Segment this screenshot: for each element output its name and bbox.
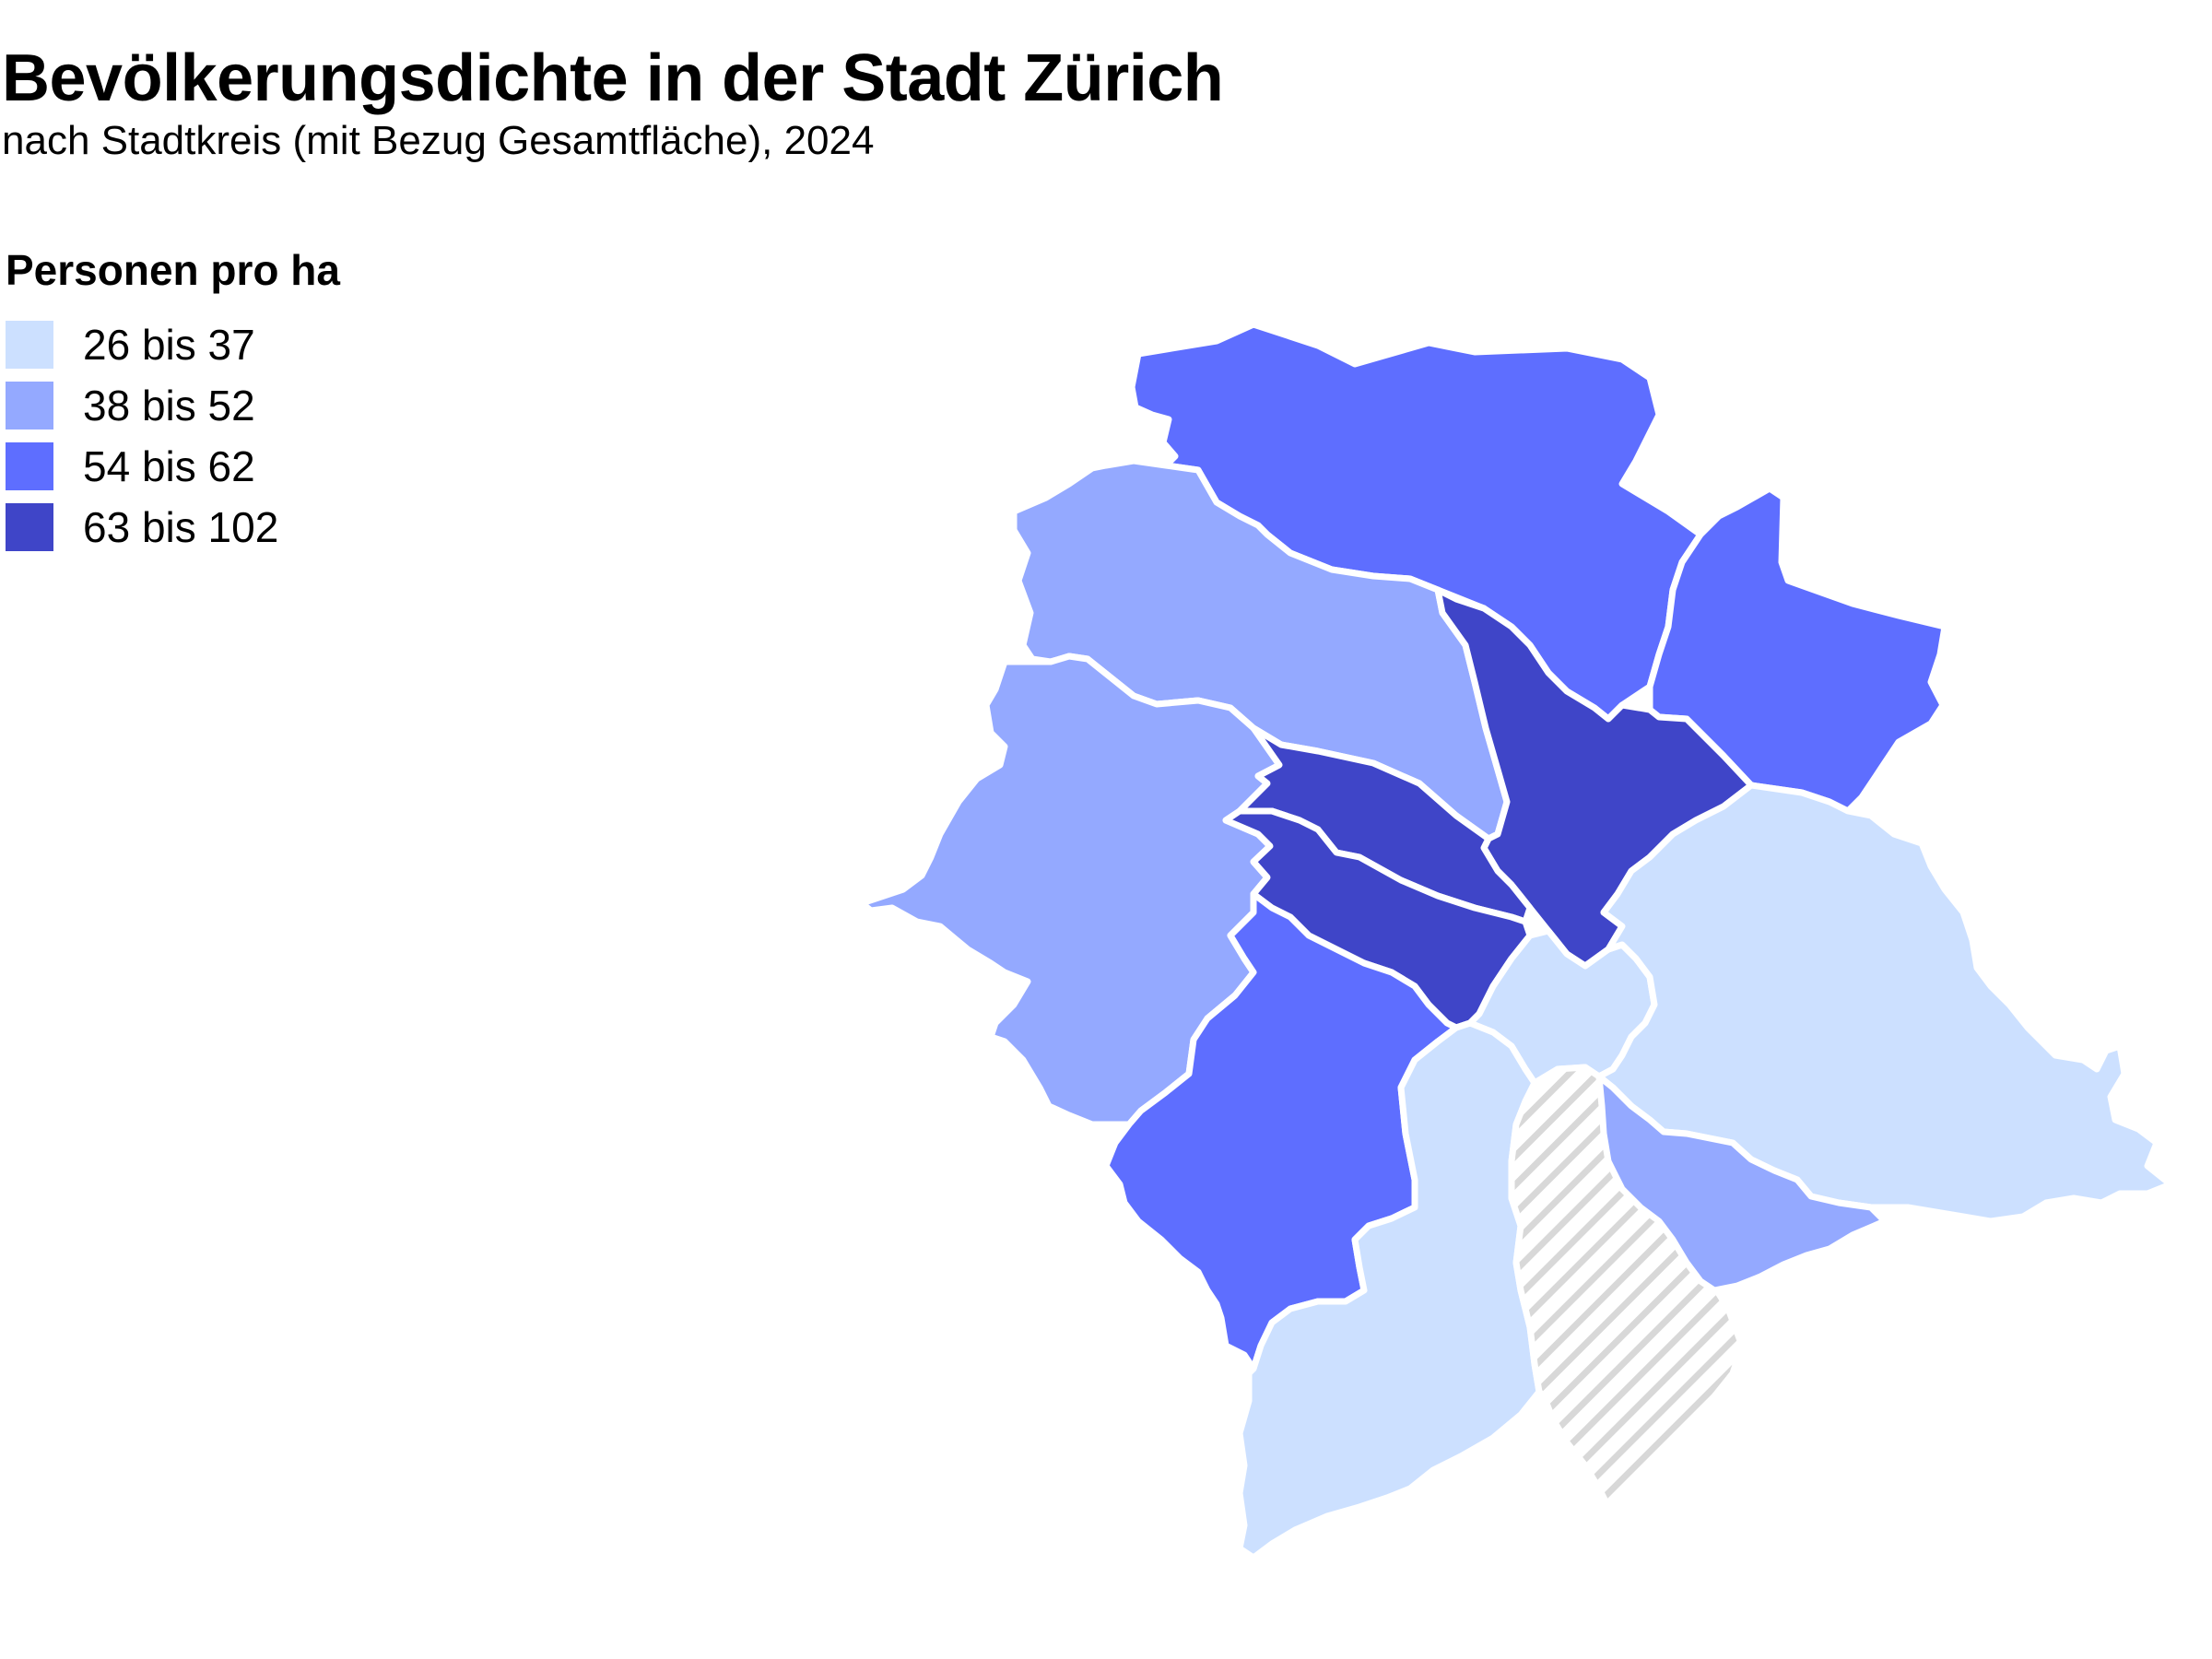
district-ost[interactable]	[1595, 782, 2174, 1225]
district-nordost[interactable]	[1646, 485, 1948, 815]
legend-label: 54 bis 62	[83, 442, 255, 490]
page-title: Bevölkerungsdichte in der Stadt Zürich	[2, 41, 1224, 115]
legend-swatch	[6, 442, 53, 490]
legend-label: 63 bis 102	[83, 503, 279, 551]
legend-swatch	[6, 321, 53, 369]
page-subtitle: nach Stadtkreis (mit Bezug Gesamtfläche)…	[2, 118, 875, 163]
district-suedost[interactable]	[1595, 1073, 1888, 1294]
legend-label: 26 bis 37	[83, 321, 255, 369]
legend-label: 38 bis 52	[83, 382, 255, 429]
legend-swatch	[6, 503, 53, 551]
legend-swatch	[6, 382, 53, 429]
legend-title: Personen pro ha	[6, 246, 340, 294]
